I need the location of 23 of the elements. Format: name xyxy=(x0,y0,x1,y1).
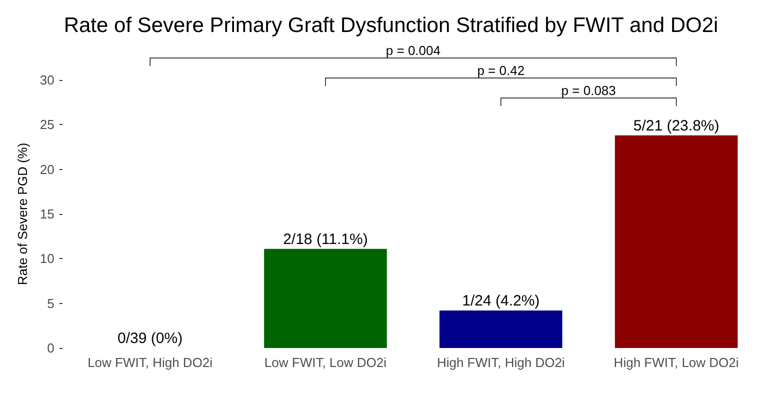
y-tick-label: 20 xyxy=(40,162,54,177)
y-tick-label: 10 xyxy=(40,251,54,266)
x-tick-label: High FWIT, Low DO2i xyxy=(614,355,739,370)
chart-title: Rate of Severe Primary Graft Dysfunction Stratified by FWIT and DO2i xyxy=(64,14,718,37)
y-tick-label: 25 xyxy=(40,117,54,132)
data-label: 2/18 (11.1%) xyxy=(283,230,368,248)
text: p = 0.42 xyxy=(477,63,525,78)
annotation: p = 0.083 xyxy=(561,83,616,98)
y-tick-label: 0 xyxy=(47,340,54,356)
y-axis-title: Rate of Severe PGD (%) xyxy=(15,142,30,286)
y-tick-label: 30 xyxy=(40,72,54,88)
data-label: 0/39 (0%) xyxy=(118,330,183,347)
y-tick-label: 5 xyxy=(47,296,54,311)
y-tick-label: 15 xyxy=(40,206,54,222)
x-tick-label: Low FWIT, Low DO2i xyxy=(264,355,387,370)
data-label: 5/21 (23.8%) xyxy=(633,117,720,134)
bar xyxy=(439,310,562,348)
x-tick-label: High FWIT, High DO2i xyxy=(436,355,565,370)
text: p = 0.004 xyxy=(386,43,440,58)
bar xyxy=(614,135,738,348)
x-tick-label: Low FWIT, High DO2i xyxy=(88,355,213,370)
bar xyxy=(264,248,387,348)
data-label: 1/24 (4.2%) xyxy=(462,292,540,310)
